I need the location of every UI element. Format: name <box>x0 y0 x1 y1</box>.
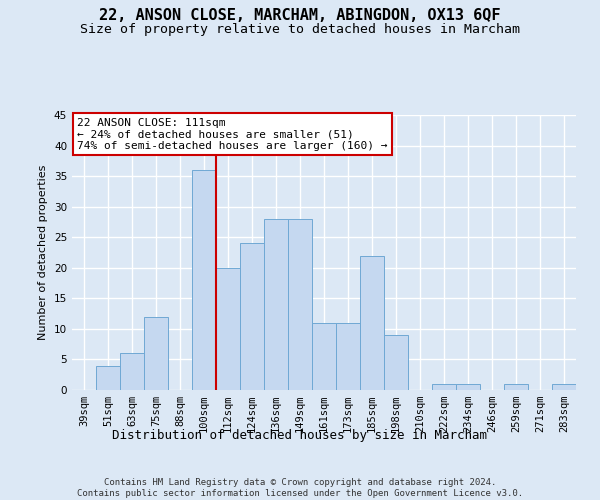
Bar <box>216 268 240 390</box>
Bar <box>432 384 456 390</box>
Text: 22 ANSON CLOSE: 111sqm
← 24% of detached houses are smaller (51)
74% of semi-det: 22 ANSON CLOSE: 111sqm ← 24% of detached… <box>77 118 388 151</box>
Bar <box>264 219 288 390</box>
Bar <box>384 335 408 390</box>
Y-axis label: Number of detached properties: Number of detached properties <box>38 165 49 340</box>
Bar <box>504 384 528 390</box>
Bar <box>120 354 144 390</box>
Text: Contains HM Land Registry data © Crown copyright and database right 2024.
Contai: Contains HM Land Registry data © Crown c… <box>77 478 523 498</box>
Bar <box>192 170 216 390</box>
Bar <box>288 219 312 390</box>
Text: 22, ANSON CLOSE, MARCHAM, ABINGDON, OX13 6QF: 22, ANSON CLOSE, MARCHAM, ABINGDON, OX13… <box>99 8 501 22</box>
Bar <box>144 316 168 390</box>
Bar <box>336 323 360 390</box>
Bar <box>456 384 480 390</box>
Bar <box>96 366 120 390</box>
Bar <box>240 244 264 390</box>
Text: Distribution of detached houses by size in Marcham: Distribution of detached houses by size … <box>113 428 487 442</box>
Bar <box>552 384 576 390</box>
Bar <box>312 323 336 390</box>
Text: Size of property relative to detached houses in Marcham: Size of property relative to detached ho… <box>80 22 520 36</box>
Bar <box>360 256 384 390</box>
